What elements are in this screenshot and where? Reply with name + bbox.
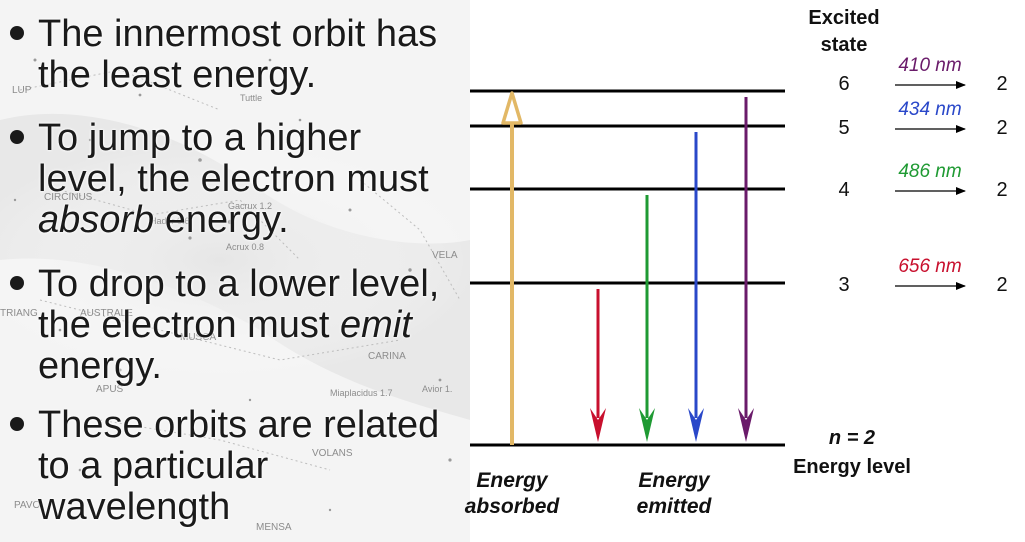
bg-label-avior: Avior 1. (422, 384, 452, 394)
bullet-text: to a particular (38, 445, 269, 487)
excited-state-number: 3 (838, 274, 849, 296)
bullet-dot (10, 276, 24, 290)
bg-label-pavo: PAVO (14, 500, 41, 511)
bullet-line: the least energy. (38, 55, 437, 96)
bg-label-gacrux: Gacrux 1.2 (228, 201, 272, 211)
bg-label-carina: CARINA (368, 351, 406, 362)
energy-emitted-label-line2: emitted (637, 495, 713, 518)
bullet-line: energy. (38, 346, 439, 387)
bg-label-circinus: CIRCINUS (44, 192, 93, 203)
bullet-emphasis-text: emit (340, 304, 412, 346)
bullet-line: To jump to a higher (38, 118, 429, 159)
ground-level-label-line1: n = 2 (829, 427, 875, 449)
excited-state-header-line2: state (821, 34, 868, 56)
bullet-dot (10, 130, 24, 144)
wavelength-label: 486 nm (898, 161, 961, 182)
bg-label-vela: VELA (432, 250, 458, 261)
bg-label-volans: VOLANS (312, 448, 353, 459)
bullet-line: the electron must emit (38, 305, 439, 346)
energy-absorbed-label-line2: absorbed (465, 495, 561, 518)
bullet-text: energy. (154, 199, 289, 241)
bullet-dot (10, 26, 24, 40)
bullet-line: level, the electron must (38, 159, 429, 200)
wavelength-label: 434 nm (898, 99, 961, 120)
bullet-line: to a particular (38, 446, 439, 487)
bullet-text: the least energy. (38, 54, 317, 96)
star-chart-background: LUP Tuttle CIRCINUS Gacrux 1.2 Hadar 0.6… (0, 0, 470, 542)
bg-label-acrux: Acrux 0.8 (226, 242, 264, 252)
bg-label-hadar: Hadar 0.6 (150, 216, 190, 226)
excited-state-number: 5 (838, 117, 849, 139)
bullet-emphasis-text: absorb (38, 199, 155, 241)
excited-state-header-line1: Excited (808, 7, 879, 29)
wavelength-label: 656 nm (898, 256, 961, 277)
target-level-number: 2 (996, 73, 1007, 95)
bullet-text: wavelength (38, 486, 231, 528)
bullet-line: These orbits are related (38, 405, 439, 446)
bullet-line: The innermost orbit has (38, 14, 437, 55)
emission-arrow-5-to-2 (688, 132, 704, 442)
emission-arrow-4-to-2 (639, 195, 655, 442)
bullet-dot (10, 417, 24, 431)
wavelength-label: 410 nm (898, 55, 961, 76)
bullet-line: absorb energy. (38, 200, 429, 241)
excited-state-number: 6 (838, 73, 849, 95)
target-level-number: 2 (996, 117, 1007, 139)
bullet-list: The innermost orbit has the least energy.… (0, 0, 470, 542)
absorbed-arrow (501, 91, 523, 445)
target-level-number: 2 (996, 274, 1007, 296)
bg-label-musca: MUSCA (180, 332, 216, 343)
bullet-line: To drop to a lower level, (38, 264, 439, 305)
bullet-text: energy. (38, 345, 162, 387)
bullet-text: The innermost orbit has (38, 13, 438, 55)
bg-label-tuttle: Tuttle (240, 93, 262, 103)
bullet-text: To jump to a higher (38, 117, 362, 159)
bullet-text: the electron must (38, 304, 341, 346)
ground-level-label-line2: Energy level (793, 456, 911, 478)
bg-label-mensa: MENSA (256, 522, 292, 533)
energy-emitted-label-line1: Energy (638, 469, 711, 492)
bullet-line: wavelength (38, 487, 439, 528)
excited-state-number: 4 (838, 179, 849, 201)
bg-label-australe: AUSTRALE (80, 308, 133, 319)
bullet-text: These orbits are related (38, 404, 440, 446)
emission-arrow-6-to-2 (738, 97, 754, 442)
energy-absorbed-label-line1: Energy (476, 469, 549, 492)
target-level-number: 2 (996, 179, 1007, 201)
bg-label-lup: LUP (12, 85, 32, 96)
bullet-text: level, the electron must (38, 158, 429, 200)
emission-arrow-3-to-2 (590, 289, 606, 442)
bg-label-triang: TRIANG (0, 308, 38, 319)
bullet-text: To drop to a lower level, (38, 263, 440, 305)
bg-label-apus: APUS (96, 384, 124, 395)
bg-label-miaplacidus: Miaplacidus 1.7 (330, 388, 393, 398)
